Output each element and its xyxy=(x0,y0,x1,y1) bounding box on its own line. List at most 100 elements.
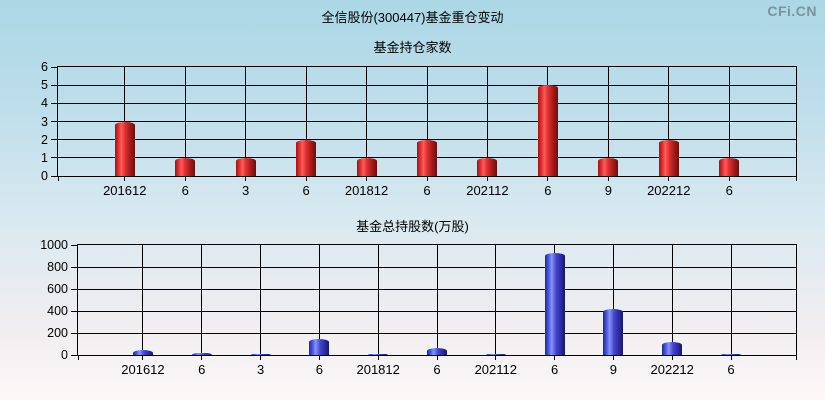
x-tick-label: 202112 xyxy=(466,183,509,198)
y-tick-label: 2 xyxy=(41,132,48,147)
bar-201612 xyxy=(114,121,135,176)
gridline-vertical xyxy=(730,245,732,355)
bar-6 xyxy=(427,348,447,355)
fund-total-shares-chart: 0 200 400 600 800 1000 201612 6 3 6 201812 6 202112 6… xyxy=(40,238,797,377)
gridline-vertical xyxy=(671,245,673,355)
x-tick-label: 6 xyxy=(198,362,206,377)
y-axis-tick xyxy=(71,354,78,356)
gridline-vertical xyxy=(607,67,609,176)
top-chart-title: 基金持仓家数 xyxy=(373,40,452,55)
x-tick-label: 6 xyxy=(181,183,189,198)
bar-9 xyxy=(603,308,624,355)
chart-main-title: 全信股份(300447)基金重仓变动 xyxy=(321,10,504,25)
bar-202212 xyxy=(658,139,679,176)
x-axis-tick xyxy=(305,176,307,181)
y-tick-label: 200 xyxy=(47,326,68,340)
bar-9 xyxy=(598,157,619,176)
x-tick-label: 6 xyxy=(315,362,323,377)
y-tick-label: 600 xyxy=(47,282,68,296)
gridline-vertical xyxy=(612,245,614,355)
x-tick-label: 201812 xyxy=(344,183,389,198)
y-axis-tick xyxy=(51,175,58,177)
y-tick-label: 400 xyxy=(47,304,68,318)
x-axis-tick xyxy=(201,355,203,360)
gridline-vertical xyxy=(142,245,144,355)
x-axis-tick xyxy=(730,355,732,360)
x-tick-label: 201612 xyxy=(121,362,165,377)
x-axis-tick xyxy=(426,176,428,181)
y-axis-tick xyxy=(71,332,78,334)
y-axis-tick xyxy=(51,139,58,141)
x-tick-label: 6 xyxy=(725,183,733,198)
x-axis-tick xyxy=(486,176,488,181)
cfi-watermark: CFi.CN xyxy=(767,3,817,19)
bar-6 xyxy=(175,157,196,176)
x-tick-label: 3 xyxy=(242,183,250,198)
bar-202112 xyxy=(477,157,498,176)
y-axis-tick xyxy=(51,84,58,86)
bar-6 xyxy=(191,352,212,355)
x-tick-label: 202212 xyxy=(650,362,694,377)
x-axis-tick xyxy=(142,355,144,360)
bar-3 xyxy=(250,354,271,355)
bar-201812 xyxy=(356,157,377,176)
gridline-vertical xyxy=(668,67,670,176)
x-axis-tick xyxy=(547,176,549,181)
x-tick-label: 3 xyxy=(256,362,265,377)
bar-3 xyxy=(235,157,256,176)
x-axis-tick xyxy=(245,176,247,181)
gridline-vertical xyxy=(728,67,730,176)
gridline-vertical xyxy=(260,245,262,355)
gridline-vertical xyxy=(184,67,186,176)
bar-202212 xyxy=(662,341,683,355)
x-tick-label: 202112 xyxy=(474,362,517,377)
x-tick-label: 6 xyxy=(550,362,559,377)
x-tick-label: 9 xyxy=(604,183,612,198)
bar-6 xyxy=(296,139,317,176)
bar-6 xyxy=(544,252,565,355)
x-axis-tick xyxy=(495,355,497,360)
bottom-chart-title: 基金总持股数(万股) xyxy=(356,219,469,234)
y-axis-tick xyxy=(71,288,78,290)
x-axis-tick xyxy=(124,176,126,181)
x-axis-tick xyxy=(318,355,320,360)
y-axis-tick xyxy=(71,266,78,268)
y-tick-label: 5 xyxy=(41,78,48,93)
bar-6 xyxy=(721,354,742,355)
gridline-vertical xyxy=(318,245,320,355)
x-axis-tick xyxy=(436,355,438,360)
x-tick-label: 6 xyxy=(544,183,552,198)
y-tick-label: 6 xyxy=(41,60,48,74)
y-axis-tick xyxy=(71,310,78,312)
gridline-vertical xyxy=(377,245,379,355)
x-axis-tick xyxy=(607,176,609,181)
gridline-vertical xyxy=(201,245,203,355)
x-axis-tick xyxy=(728,176,730,181)
y-axis-tick xyxy=(51,121,58,122)
y-tick-label: 0 xyxy=(61,348,68,362)
y-axis-tick xyxy=(51,157,58,159)
bar-202112 xyxy=(485,354,506,355)
bar-6 xyxy=(417,139,437,176)
y-tick-label: 800 xyxy=(47,260,68,274)
bar-201812 xyxy=(368,354,389,355)
fund-holder-count-chart: 0 1 2 3 4 5 6 201612 6 3 6 201812 6 202112 6 9 202212 6 xyxy=(41,60,797,198)
x-tick-label: 9 xyxy=(609,362,618,377)
x-axis-tick xyxy=(377,355,379,360)
x-tick-label: 6 xyxy=(433,362,441,377)
y-tick-label: 1 xyxy=(41,150,48,165)
gridline-vertical xyxy=(245,67,247,176)
x-tick-label: 6 xyxy=(302,183,310,198)
gridline-vertical xyxy=(486,67,488,176)
bar-6 xyxy=(537,85,558,176)
x-axis-edge-tick xyxy=(57,176,59,181)
x-axis-edge-tick xyxy=(795,176,797,181)
bar-201612 xyxy=(132,350,153,355)
y-axis-tick xyxy=(71,244,78,246)
bar-6 xyxy=(309,338,330,355)
y-axis-tick xyxy=(51,66,58,68)
x-tick-label: 202212 xyxy=(647,183,691,198)
gridline-vertical xyxy=(436,245,438,355)
gridline-vertical xyxy=(366,67,368,176)
